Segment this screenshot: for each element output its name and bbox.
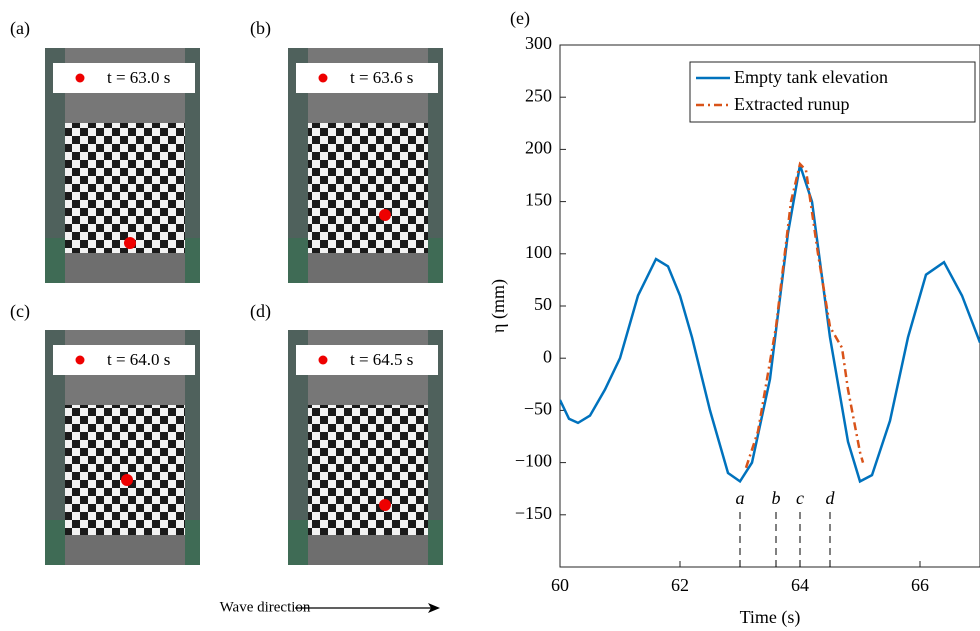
y-tick-label: 100 bbox=[525, 242, 552, 262]
tracked-point bbox=[124, 237, 136, 249]
y-axis-label: η (mm) bbox=[488, 279, 509, 333]
y-tick-label: −150 bbox=[515, 503, 552, 523]
marker-label: d bbox=[826, 488, 836, 508]
series-line bbox=[560, 164, 980, 484]
tracked-point bbox=[379, 499, 391, 511]
caption-dot bbox=[318, 73, 328, 83]
caption: t = 64.5 s bbox=[350, 350, 413, 369]
x-axis-label: Time (s) bbox=[740, 607, 801, 628]
panel-label: (c) bbox=[10, 301, 30, 322]
checkerboard bbox=[308, 405, 428, 535]
y-tick-label: 0 bbox=[543, 346, 552, 366]
caption: t = 64.0 s bbox=[107, 350, 170, 369]
plot-lines bbox=[560, 161, 980, 484]
y-tick-label: −100 bbox=[515, 451, 552, 471]
marker-label: a bbox=[736, 488, 745, 508]
marker-label: b bbox=[772, 488, 781, 508]
checkerboard bbox=[65, 123, 185, 253]
x-tick-label: 66 bbox=[911, 575, 929, 595]
x-tick-label: 62 bbox=[671, 575, 689, 595]
y-tick-label: 200 bbox=[525, 138, 552, 158]
wave-direction: Wave direction bbox=[220, 599, 311, 615]
tracked-point bbox=[121, 474, 133, 486]
panel-label: (b) bbox=[250, 18, 271, 39]
arrow-head bbox=[428, 603, 440, 613]
panel-label: (d) bbox=[250, 301, 271, 322]
y-tick-label: 50 bbox=[534, 294, 552, 314]
legend-label: Extracted runup bbox=[734, 94, 849, 114]
caption-dot bbox=[75, 73, 85, 83]
marker-label: c bbox=[796, 488, 804, 508]
caption: t = 63.6 s bbox=[350, 68, 413, 87]
legend-box bbox=[689, 61, 976, 123]
tracked-point bbox=[379, 209, 391, 221]
x-tick-label: 60 bbox=[551, 575, 569, 595]
caption: t = 63.0 s bbox=[107, 68, 170, 87]
y-tick-label: 150 bbox=[525, 190, 552, 210]
series-line bbox=[744, 161, 865, 469]
panel-label: (e) bbox=[510, 8, 530, 29]
checkerboard bbox=[65, 405, 185, 535]
checkerboard bbox=[308, 123, 428, 253]
x-tick-label: 64 bbox=[791, 575, 809, 595]
y-tick-label: 250 bbox=[525, 85, 552, 105]
y-tick-label: 300 bbox=[525, 33, 552, 53]
legend-label: Empty tank elevation bbox=[734, 67, 888, 87]
caption-dot bbox=[318, 355, 328, 365]
caption-dot bbox=[75, 355, 85, 365]
y-tick-label: −50 bbox=[524, 399, 552, 419]
panel-label: (a) bbox=[10, 18, 30, 39]
